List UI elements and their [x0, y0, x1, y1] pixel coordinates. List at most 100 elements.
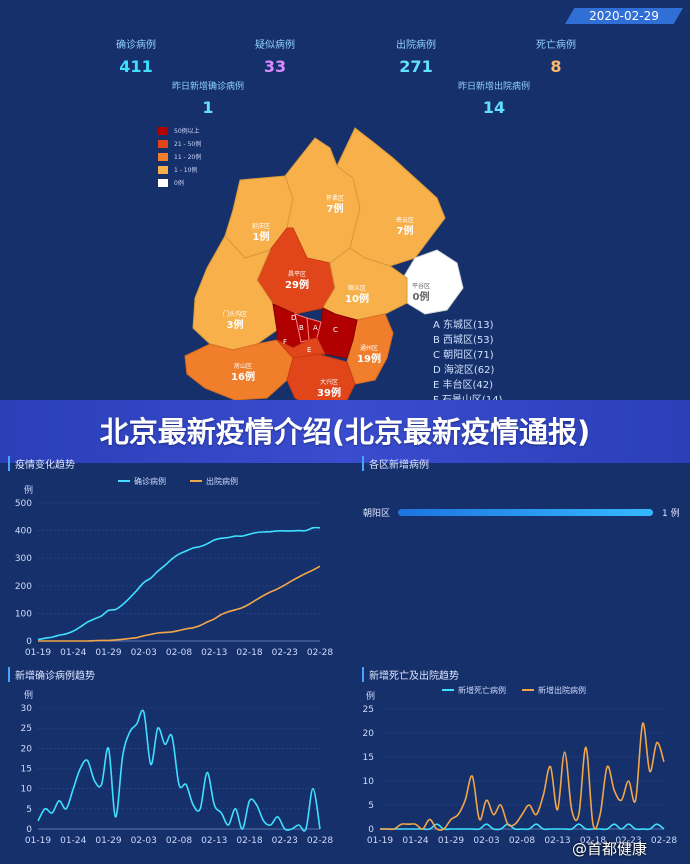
district-list-item: E 丰台区(42) [433, 380, 494, 391]
map-legend: 50例以上 21 - 50例 11 - 20例 1 - 10例 0例 [158, 124, 201, 189]
date-tag: 2020-02-29 [565, 8, 683, 24]
x-tick-label: 01-19 [25, 836, 51, 846]
y-tick-label: 15 [21, 765, 32, 775]
x-tick-label: 02-23 [272, 648, 298, 658]
x-tick-label: 02-13 [201, 836, 227, 846]
y-tick-label: 20 [363, 729, 375, 739]
x-tick-label: 01-29 [95, 648, 121, 658]
map-label-name: 通州区 [360, 344, 378, 352]
legend-label: 确诊病例 [134, 476, 166, 486]
y-axis-label: 例 [24, 689, 33, 701]
legend-label: 21 - 50例 [174, 141, 202, 148]
panel-title-new-confirmed: 新增确诊病例趋势 [8, 667, 95, 682]
legend-item: 11 - 20例 [158, 150, 201, 163]
x-tick-label: 02-23 [615, 836, 641, 846]
legend-label: 新增出院病例 [538, 685, 586, 695]
district-bar-label: 朝阳区 [363, 509, 391, 519]
x-tick-label: 01-29 [438, 836, 464, 846]
map-region-miyun[interactable] [336, 127, 446, 267]
district-list-item: A 东城区(13) [433, 320, 494, 331]
legend-item: 50例以上 [158, 124, 201, 137]
y-tick-label: 0 [26, 637, 32, 647]
stat-confirmed: 确诊病例 411 [96, 36, 176, 76]
map-label-name: 昌平区 [288, 271, 306, 278]
district-list-item: D 海淀区(62) [433, 365, 495, 376]
map-label-name: 房山区 [234, 362, 252, 370]
map-label-value: 3例 [227, 318, 244, 331]
x-tick-label: 01-19 [25, 648, 51, 658]
stat-label: 疑似病例 [255, 40, 295, 51]
legend-label: 11 - 20例 [174, 154, 202, 161]
x-tick-label: 01-29 [95, 836, 121, 846]
x-tick-label: 01-24 [60, 648, 86, 658]
y-tick-label: 300 [15, 554, 32, 564]
map-region-pinggu[interactable] [402, 249, 464, 315]
map-label-name: 怀柔区 [326, 194, 344, 202]
map-label-name: 平谷区 [412, 282, 430, 290]
y-tick-label: 5 [368, 801, 374, 811]
map-region-fengtai[interactable] [276, 337, 326, 359]
map-label-value: 29例 [285, 278, 309, 291]
y-tick-label: 15 [363, 753, 374, 763]
map-label-name: 门头沟区 [223, 310, 247, 318]
map-label-value: 1例 [253, 230, 270, 243]
stat-value: 14 [482, 98, 506, 117]
map-letter: F [283, 338, 287, 346]
y-tick-label: 30 [21, 704, 33, 714]
map-label-name: 延庆区 [252, 222, 270, 230]
x-tick-label: 02-03 [473, 836, 499, 846]
district-bar-value: 1 例 [662, 509, 680, 519]
panel-title-new-death: 新增死亡及出院趋势 [362, 667, 459, 682]
x-tick-label: 01-24 [60, 836, 86, 846]
x-tick-label: 02-08 [509, 836, 535, 846]
map-label-value: 16例 [231, 370, 255, 383]
y-axis-label: 例 [24, 484, 33, 496]
watermark: @首都健康 [572, 840, 648, 858]
stat-value: 33 [263, 57, 287, 76]
district-list-item: B 西城区(53) [433, 335, 494, 346]
district-list-item: C 朝阳区(71) [433, 350, 494, 361]
legend-swatch [158, 139, 168, 148]
series-line-0 [379, 823, 665, 831]
legend-label: 新增死亡病例 [458, 685, 506, 695]
map-region-fangshan[interactable] [184, 339, 294, 401]
y-tick-label: 400 [15, 527, 32, 537]
y-tick-label: 10 [21, 785, 33, 795]
stat-label: 昨日新增出院病例 [457, 82, 530, 92]
panel-title-trend: 疫情变化趋势 [8, 456, 75, 471]
chart-trend: 0 100 200 300 400 500 例 01-19 01-24 01-29 02-03 02-… [15, 476, 334, 658]
x-tick-label: 02-23 [272, 836, 298, 846]
y-axis-label: 例 [366, 690, 375, 702]
y-tick-label: 200 [15, 582, 32, 592]
stat-label: 死亡病例 [536, 40, 576, 51]
map-region-shunyi[interactable] [322, 247, 408, 321]
legend-label: 1 - 10例 [174, 167, 198, 174]
x-tick-label: 02-28 [307, 836, 333, 846]
stat-value: 1 [202, 98, 214, 117]
map-letter: C [333, 326, 338, 334]
legend-item: 0例 [158, 176, 201, 189]
map-letter: D [291, 314, 296, 322]
map-label-value: 19例 [357, 352, 381, 365]
map-label-value: 10例 [345, 292, 369, 305]
x-tick-label: 02-18 [236, 836, 262, 846]
y-tick-label: 25 [363, 705, 374, 715]
stat-label: 昨日新增确诊病例 [171, 82, 244, 92]
stat-label: 确诊病例 [116, 40, 156, 51]
map-label-name: 大兴区 [320, 378, 338, 386]
series-line-1 [379, 722, 665, 831]
beijing-map: 怀柔区 7例 密云区 7例 延庆区 1例 昌平区 29例 顺义区 10例 平谷区… [184, 127, 464, 408]
legend-swatch [158, 126, 168, 135]
chart-new-confirmed: 0 5 10 15 20 25 30 例 01-19 01-24 01-29 02-03 02-08 02… [21, 689, 334, 846]
map-region-mentougou[interactable] [192, 235, 278, 351]
chart-new-death: 0 5 10 15 20 25 例 01-19 01-24 01-29 02-03 02-08 02-1… [363, 685, 678, 846]
y-tick-label: 20 [21, 744, 33, 754]
series-line-0 [37, 526, 321, 641]
legend-swatch [158, 152, 168, 161]
series-line-0 [37, 709, 321, 832]
stat-label: 出院病例 [396, 40, 436, 51]
x-tick-label: 01-24 [402, 836, 428, 846]
map-label-value: 0例 [413, 290, 430, 303]
legend-item: 1 - 10例 [158, 163, 201, 176]
map-label-value: 39例 [317, 386, 341, 399]
